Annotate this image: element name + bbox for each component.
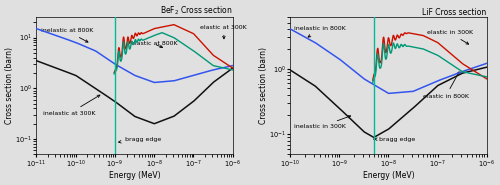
Text: bragg edge: bragg edge xyxy=(118,137,161,143)
Text: inelastic at 300K: inelastic at 300K xyxy=(44,95,100,116)
Text: elastic at 300K: elastic at 300K xyxy=(200,25,247,39)
Text: inelastic in 300K: inelastic in 300K xyxy=(294,116,350,130)
Text: elastic at 800K: elastic at 800K xyxy=(130,41,177,48)
Text: inelastic in 800K: inelastic in 800K xyxy=(294,26,346,37)
Text: elastic in 800K: elastic in 800K xyxy=(422,72,469,99)
Text: bragg edge: bragg edge xyxy=(374,137,416,142)
Text: elastic in 300K: elastic in 300K xyxy=(426,30,473,44)
X-axis label: Energy (MeV): Energy (MeV) xyxy=(108,171,160,180)
Text: LiF Cross section: LiF Cross section xyxy=(422,8,486,17)
Y-axis label: Cross section (barn): Cross section (barn) xyxy=(259,47,268,124)
Text: BeF$_2$ Cross section: BeF$_2$ Cross section xyxy=(160,5,232,17)
Y-axis label: Cross section (barn): Cross section (barn) xyxy=(5,47,14,124)
X-axis label: Energy (MeV): Energy (MeV) xyxy=(362,171,414,180)
Text: inelastic at 800K: inelastic at 800K xyxy=(41,28,93,42)
